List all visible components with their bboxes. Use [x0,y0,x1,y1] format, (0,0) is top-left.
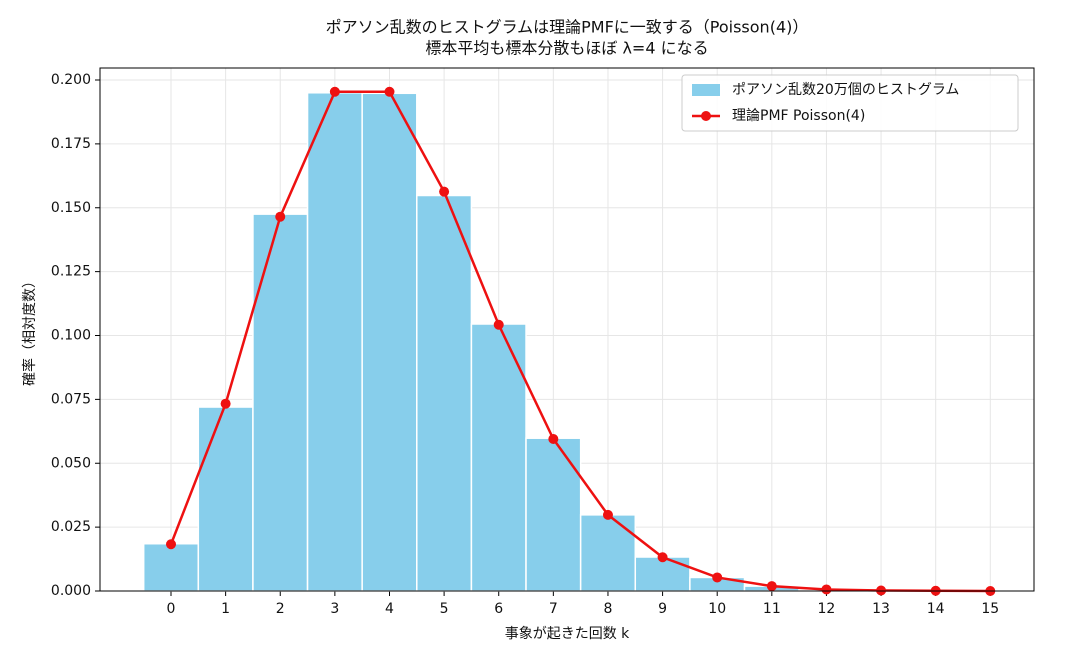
x-tick-label: 13 [872,601,890,617]
pmf-marker [329,86,340,97]
pmf-marker [384,86,395,97]
legend-marker [701,111,711,121]
x-tick-label: 6 [494,601,503,617]
x-tick-label: 7 [549,601,558,617]
histogram-bar [579,514,637,592]
x-tick-label: 5 [440,601,449,617]
pmf-marker [602,509,613,520]
histogram-bar [142,542,200,592]
legend-box [681,74,1019,132]
legend-swatch [692,84,720,96]
histogram-bar [197,406,254,592]
pmf-marker [275,211,286,222]
plot-frame [99,67,1035,592]
x-tick-label: 0 [167,601,176,617]
histogram-bar [252,213,309,592]
x-tick-label: 11 [763,601,781,617]
y-tick-label: 0.100 [51,328,91,344]
y-tick-label: 0.175 [51,136,91,152]
x-tick-label: 9 [658,601,667,617]
pmf-marker [439,186,450,197]
pmf-marker [548,433,559,444]
histogram-bar [525,437,582,592]
pmf-marker [712,572,723,583]
pmf-marker [657,552,668,563]
y-tick-label: 0.125 [51,264,91,280]
pmf-marker [493,319,504,330]
histogram-bar [470,323,527,592]
y-tick-label: 0.025 [51,519,91,535]
y-tick-label: 0.075 [51,391,91,407]
histogram-bar [361,92,418,592]
x-tick-label: 2 [276,601,285,617]
x-tick-label: 12 [818,601,836,617]
pmf-line [169,90,991,593]
legend-label: 理論PMF Poisson(4) [732,108,865,124]
histogram-bar [306,92,363,592]
y-axis-label: 確率（相対度数） [21,274,38,386]
x-tick-label: 4 [385,601,394,617]
y-tick-label: 0.000 [51,583,91,599]
y-tick-label: 0.150 [51,200,91,216]
x-tick-label: 3 [330,601,339,617]
histogram-bar [416,194,473,592]
x-tick-label: 15 [981,601,999,617]
y-tick-label: 0.050 [51,455,91,471]
x-axis-label: 事象が起きた回数 k [505,626,630,642]
x-tick-label: 1 [221,601,230,617]
chart-title: ポアソン乱数のヒストグラムは理論PMFに一致する（Poisson(4)） [326,18,809,37]
legend-label: ポアソン乱数20万個のヒストグラム [732,82,959,98]
x-tick-label: 14 [927,601,945,617]
y-tick-label: 0.200 [51,72,91,88]
pmf-marker [876,585,887,596]
chart-subtitle: 標本平均も標本分散もほぼ λ=4 になる [425,39,708,58]
pmf-marker [220,398,231,409]
pmf-marker [766,581,777,592]
pmf-marker [821,584,832,595]
x-tick-label: 10 [708,601,726,617]
pmf-marker [166,539,177,550]
x-tick-label: 8 [604,601,613,617]
